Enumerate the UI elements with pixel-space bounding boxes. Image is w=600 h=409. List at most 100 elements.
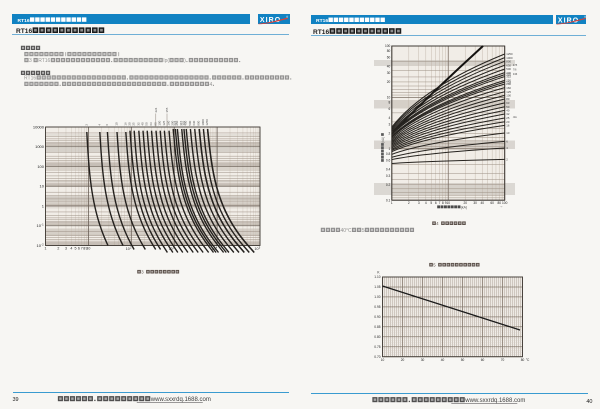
svg-text:160: 160 [167, 120, 171, 125]
svg-text:20: 20 [506, 120, 510, 124]
svg-text:60: 60 [490, 201, 494, 205]
svg-text:°C: °C [526, 358, 530, 362]
svg-text:0.80: 0.80 [374, 335, 380, 339]
svg-text:400: 400 [184, 120, 188, 125]
svg-text:1: 1 [389, 147, 391, 151]
svg-text:10: 10 [37, 243, 42, 248]
svg-text:10: 10 [37, 223, 42, 228]
svg-text:1: 1 [42, 203, 45, 208]
svg-text:Ip(: Ip( [163, 58, 169, 64]
svg-text:(kA): (kA) [381, 137, 385, 143]
svg-text:9: 9 [445, 201, 447, 205]
svg-text:1: 1 [391, 201, 393, 205]
svg-text:10: 10 [506, 131, 510, 135]
svg-text:250: 250 [175, 120, 179, 125]
svg-text:16: 16 [506, 123, 510, 127]
svg-text:200: 200 [506, 82, 511, 86]
svg-text:80: 80 [497, 201, 501, 205]
svg-text:RT16: RT16 [38, 58, 50, 64]
svg-text:500: 500 [506, 67, 511, 71]
svg-text:8: 8 [389, 101, 391, 105]
svg-text:(kA): (kA) [461, 205, 467, 209]
svg-text:80: 80 [506, 97, 510, 101]
svg-text:8: 8 [83, 247, 85, 251]
svg-text:500: 500 [188, 120, 192, 125]
svg-text:1.00: 1.00 [374, 295, 380, 299]
svg-text:RT16: RT16 [313, 29, 329, 36]
svg-text:4: 4 [506, 146, 508, 150]
svg-text:30: 30 [421, 358, 425, 362]
svg-text:5: 5 [433, 263, 436, 268]
svg-text:1000: 1000 [35, 144, 45, 149]
svg-text:2: 2 [506, 158, 508, 162]
svg-text:10000: 10000 [33, 124, 45, 129]
svg-text:70: 70 [501, 358, 505, 362]
svg-text:40°C: 40°C [341, 228, 353, 234]
svg-text:224: 224 [154, 107, 158, 112]
svg-text:5: 5 [362, 228, 365, 234]
svg-text:60: 60 [481, 358, 485, 362]
svg-text:7: 7 [439, 201, 441, 205]
svg-text:250: 250 [506, 78, 511, 82]
svg-text:100: 100 [502, 201, 508, 205]
svg-text:25: 25 [132, 122, 136, 126]
svg-text:®: ® [286, 16, 288, 19]
svg-text:2: 2 [57, 247, 59, 251]
svg-text:63: 63 [506, 101, 510, 105]
svg-text:7/6: 7/6 [513, 68, 517, 72]
svg-text:0.1: 0.1 [386, 198, 391, 202]
svg-text:1.10: 1.10 [374, 275, 380, 279]
svg-text:100: 100 [37, 164, 44, 169]
svg-text:10: 10 [115, 122, 119, 126]
svg-text:8: 8 [442, 201, 444, 205]
svg-text:224: 224 [173, 120, 177, 125]
svg-text:3: 3 [29, 58, 32, 64]
svg-text:XIRO: XIRO [558, 17, 579, 24]
svg-text:50: 50 [506, 105, 510, 109]
svg-text:40: 40 [506, 108, 510, 112]
svg-text:1: 1 [45, 247, 47, 251]
svg-text:6: 6 [506, 140, 508, 144]
svg-text:10: 10 [255, 247, 259, 251]
svg-text:2: 2 [389, 132, 391, 136]
svg-text:0.70: 0.70 [374, 355, 380, 359]
svg-text:10: 10 [387, 96, 391, 100]
svg-text:www.sxxrdq.1688.com: www.sxxrdq.1688.com [150, 397, 211, 403]
svg-text:200: 200 [171, 120, 175, 125]
svg-text:4: 4 [210, 82, 213, 88]
svg-text:XIRO: XIRO [260, 17, 281, 24]
svg-text:30: 30 [473, 201, 477, 205]
svg-text:4: 4 [216, 246, 218, 250]
svg-text:1.05: 1.05 [374, 285, 380, 289]
svg-text:RT16: RT16 [24, 76, 36, 82]
svg-text:10: 10 [40, 184, 45, 189]
svg-text:4: 4 [425, 201, 427, 205]
svg-text:10: 10 [446, 201, 450, 205]
svg-text:40: 40 [480, 201, 484, 205]
svg-text:160: 160 [506, 86, 511, 90]
svg-text:3: 3 [418, 201, 420, 205]
svg-text:100: 100 [506, 93, 511, 97]
svg-text:RT16: RT16 [18, 18, 30, 24]
svg-text:→: → [499, 204, 503, 209]
svg-text:6: 6 [78, 247, 80, 251]
svg-text:0.2: 0.2 [386, 183, 391, 187]
svg-text:6: 6 [105, 124, 109, 126]
svg-text:32: 32 [136, 122, 140, 126]
svg-text:-2: -2 [41, 242, 44, 246]
svg-text:315: 315 [506, 75, 511, 79]
svg-text:25: 25 [506, 116, 510, 120]
svg-text:5: 5 [74, 247, 76, 251]
svg-text:50: 50 [461, 358, 465, 362]
svg-text:RT16: RT16 [16, 28, 32, 35]
svg-text:80: 80 [387, 49, 391, 53]
svg-text:40: 40 [586, 399, 592, 405]
svg-text:16: 16 [123, 122, 127, 126]
svg-text:1250: 1250 [506, 52, 513, 56]
svg-text:400: 400 [506, 71, 511, 75]
svg-text:50: 50 [145, 122, 149, 126]
svg-text:0.75: 0.75 [374, 345, 380, 349]
svg-text:60: 60 [387, 56, 391, 60]
svg-text:80: 80 [521, 358, 525, 362]
svg-text:3: 3 [65, 247, 67, 251]
